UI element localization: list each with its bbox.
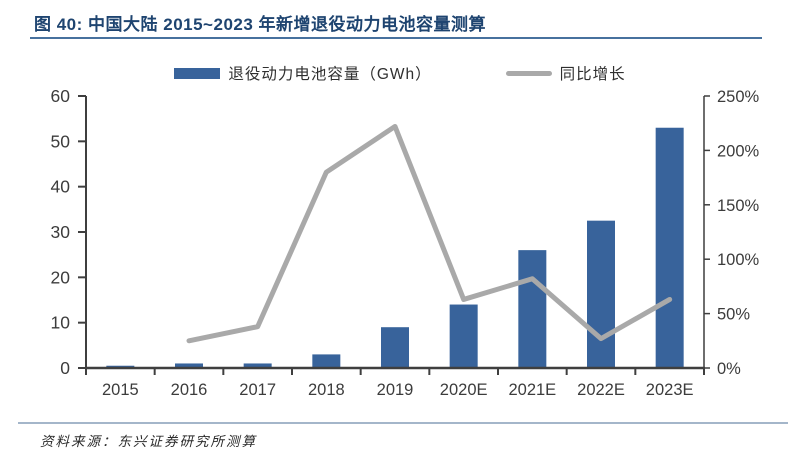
x-tick-label: 2018 bbox=[308, 381, 345, 399]
right-tick-label: 0% bbox=[717, 360, 741, 378]
line-swatch-icon bbox=[505, 70, 552, 76]
bar-swatch-icon bbox=[174, 67, 221, 79]
left-tick-label: 60 bbox=[51, 88, 71, 106]
bar-2023E bbox=[655, 127, 684, 368]
x-tick-label: 2020E bbox=[440, 381, 488, 399]
footer-divider bbox=[18, 422, 788, 424]
left-tick-label: 0 bbox=[60, 358, 70, 378]
right-tick-label: 150% bbox=[717, 197, 760, 215]
chart-legend: 退役动力电池容量（GWh） 同比增长 bbox=[0, 62, 800, 84]
bar-2016 bbox=[175, 363, 203, 368]
x-tick-label: 2019 bbox=[377, 381, 414, 399]
legend-line-label: 同比增长 bbox=[559, 66, 626, 83]
right-tick-label: 50% bbox=[717, 306, 750, 324]
legend-item-line: 同比增长 bbox=[505, 62, 626, 84]
bar-2019 bbox=[381, 327, 409, 368]
left-tick-label: 10 bbox=[51, 313, 71, 333]
bar-2020E bbox=[449, 304, 478, 368]
x-tick-label: 2016 bbox=[171, 381, 208, 399]
title-divider bbox=[30, 37, 762, 39]
right-tick-label: 200% bbox=[717, 142, 760, 160]
source-note: 资料来源：东兴证券研究所测算 bbox=[40, 434, 257, 449]
legend-item-bars: 退役动力电池容量（GWh） bbox=[174, 62, 431, 84]
bar-2022E bbox=[587, 220, 615, 368]
x-tick-label: 2017 bbox=[239, 381, 276, 399]
left-tick-label: 50 bbox=[51, 131, 71, 151]
growth-line bbox=[186, 123, 673, 344]
left-tick-label: 30 bbox=[51, 222, 71, 242]
legend-bars-label: 退役动力电池容量（GWh） bbox=[228, 66, 432, 83]
combo-chart: 0 10 20 30 40 50 60 0% 50% 100% 150% 200% 250% 2015 20… bbox=[51, 88, 760, 399]
left-tick-label: 20 bbox=[51, 267, 71, 287]
bar-2018 bbox=[312, 354, 341, 368]
x-tick-label: 2023E bbox=[646, 381, 694, 399]
x-tick-label: 2021E bbox=[508, 381, 556, 399]
x-tick-label: 2022E bbox=[577, 381, 625, 399]
x-tick-label: 2015 bbox=[102, 381, 139, 399]
bar-2017 bbox=[243, 363, 272, 368]
figure-title: 图 40: 中国大陆 2015~2023 年新增退役动力电池容量测算 bbox=[34, 15, 487, 34]
right-tick-label: 100% bbox=[717, 251, 760, 269]
left-tick-label: 40 bbox=[51, 177, 71, 197]
bar-2021E bbox=[518, 250, 547, 368]
right-tick-label: 250% bbox=[717, 88, 760, 106]
